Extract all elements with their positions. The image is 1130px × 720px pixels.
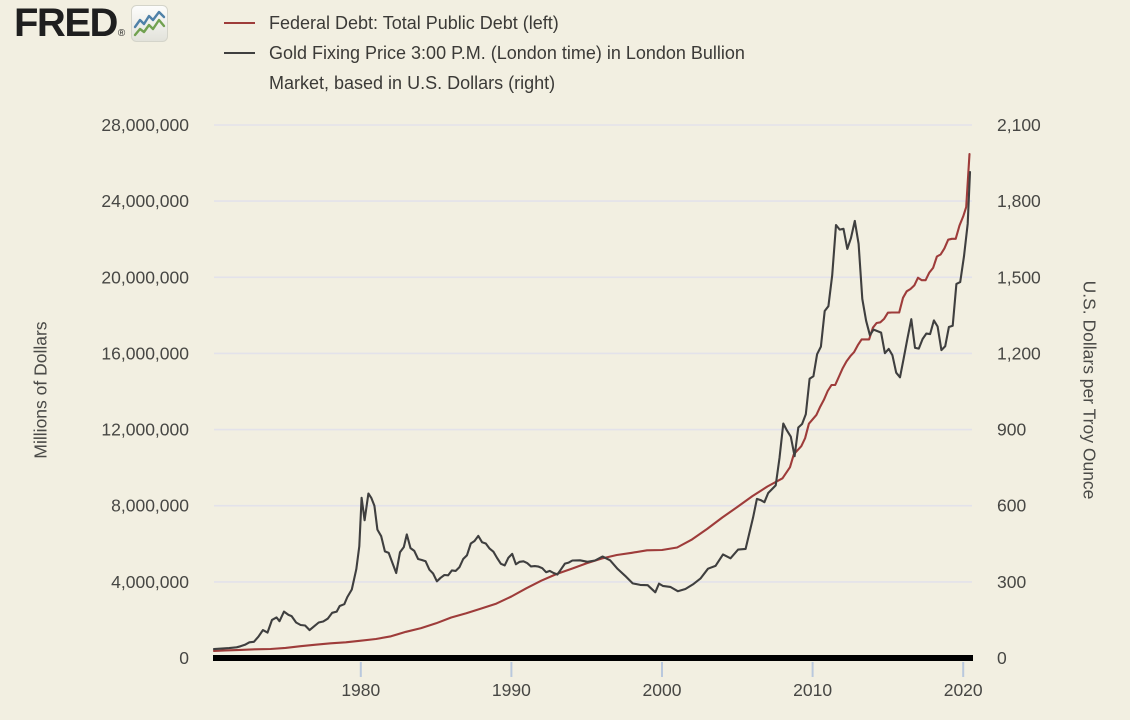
y-left-tick-label: 0 [179, 648, 189, 668]
y-left-tick-label: 8,000,000 [111, 496, 189, 516]
y-left-tick-label: 4,000,000 [111, 572, 189, 592]
legend-item-federal-debt: Federal Debt: Total Public Debt (left) [224, 8, 745, 38]
registered-trademark-symbol: ® [117, 28, 126, 39]
x-tick-label: 2020 [944, 680, 983, 700]
y-right-tick-label: 600 [997, 496, 1026, 516]
fred-sparkline-icon [131, 5, 169, 42]
fred-wordmark: FRED [14, 1, 118, 45]
y-right-tick-label: 1,500 [997, 267, 1041, 287]
chart-legend: Federal Debt: Total Public Debt (left) G… [224, 8, 745, 98]
y-right-tick-label: 1,200 [997, 343, 1041, 363]
legend-swatch-gold-price-line [224, 52, 255, 54]
y-left-tick-label: 24,000,000 [101, 191, 189, 211]
y-left-tick-label: 28,000,000 [101, 115, 189, 135]
x-axis-baseline [213, 655, 973, 661]
y-right-tick-label: 900 [997, 420, 1026, 440]
x-tick-label: 2000 [643, 680, 682, 700]
y-right-tick-label: 1,800 [997, 191, 1041, 211]
y-right-tick-label: 300 [997, 572, 1026, 592]
legend-label-federal-debt: Federal Debt: Total Public Debt (left) [269, 13, 559, 33]
fred-logo[interactable]: FRED ® [14, 1, 169, 45]
federal-debt-line [212, 152, 971, 652]
legend-label-gold-price-line-1: Gold Fixing Price 3:00 P.M. (London time… [269, 43, 745, 63]
y-left-tick-label: 16,000,000 [101, 343, 189, 363]
legend-item-gold-price: Gold Fixing Price 3:00 P.M. (London time… [224, 38, 745, 98]
legend-text-gold-price: Gold Fixing Price 3:00 P.M. (London time… [269, 38, 745, 98]
x-tick-label: 2010 [793, 680, 832, 700]
x-tick-label: 1990 [492, 680, 531, 700]
legend-swatch-federal-debt-line [224, 22, 255, 24]
legend-text-federal-debt: Federal Debt: Total Public Debt (left) [269, 8, 559, 38]
legend-label-gold-price-line-2: Market, based in U.S. Dollars (right) [269, 73, 556, 93]
gold-price-line [212, 170, 972, 651]
y-left-tick-label: 12,000,000 [101, 420, 189, 440]
y-right-tick-label: 2,100 [997, 115, 1041, 135]
y-right-tick-label: 0 [997, 648, 1007, 668]
x-tick-label: 1980 [341, 680, 380, 700]
y-left-tick-label: 20,000,000 [101, 267, 189, 287]
